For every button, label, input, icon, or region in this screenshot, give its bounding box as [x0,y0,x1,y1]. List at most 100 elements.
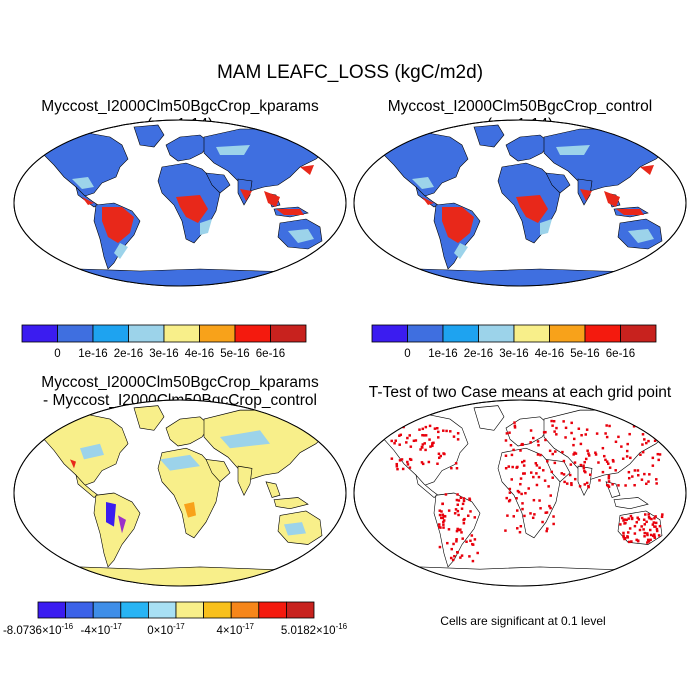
ttest-sig-cell [421,443,425,446]
ttest-sig-cell [637,518,641,521]
ttest-sig-cell [454,462,458,465]
ttest-sig-cell [553,461,557,465]
ttest-sig-cell [433,427,437,430]
ttest-sig-cell [466,514,470,517]
ttest-sig-cell [655,478,658,481]
ttest-sig-cell [408,434,411,437]
ttest-sig-cell [607,462,610,465]
ttest-sig-cell [399,433,403,437]
ttest-sig-cell [548,449,552,453]
ttest-sig-cell [431,443,434,446]
ttest-sig-cell [561,450,564,454]
ttest-sig-cell [459,556,462,559]
ttest-sig-cell [570,431,573,435]
ttest-sig-cell [550,470,554,474]
cbar-top-left-swatch [199,324,236,343]
ttest-sig-cell [523,459,526,463]
ttest-sig-cell [428,438,431,441]
ttest-sig-cell [542,431,546,434]
ttest-sig-cell [440,516,443,520]
ttest-sig-cell [395,465,399,468]
ttest-sig-cell [390,439,393,443]
cbar-top-left-swatch [270,324,307,343]
colorbar-difference: -8.0736×10-16 -4×10-17 0×10-17 4×10-17 5.018… [3,601,348,637]
ttest-sig-cell [438,513,442,517]
cbar-top-left-tick-label: 2e-16 [114,348,143,360]
ttest-sig-cell [519,482,522,486]
ttest-sig-cell [655,529,659,533]
ttest-sig-cell [513,421,516,424]
ttest-sig-cell [655,527,659,531]
ttest-sig-cell [395,424,399,427]
ttest-sig-cell [538,466,541,470]
ttest-sig-cell [519,525,523,528]
ttest-sig-cell [442,429,445,432]
ttest-sig-cell [509,443,513,447]
ttest-sig-cell [605,483,609,487]
ttest-sig-cell [582,466,586,470]
ttest-sig-cell [587,454,591,457]
ttest-sig-cell [553,430,556,433]
cbar-top-right-tick-label: 2e-16 [464,348,493,360]
ttest-sig-cell [641,443,644,446]
ttest-sig-cell [582,464,585,467]
ttest-sig-cell [657,534,661,537]
ttest-sig-cell [460,531,463,534]
ttest-sig-cell [627,517,631,520]
ttest-sig-cell [437,430,440,434]
ttest-sig-cell [406,460,409,464]
ttest-sig-cell [630,540,633,543]
cbar-top-right-tick-label: 1e-16 [428,348,457,360]
ttest-sig-cell [427,460,431,464]
ttest-sig-cell [547,485,550,488]
ttest-sig-cell [584,457,588,461]
ttest-sig-cell [444,493,448,496]
ttest-sig-cell [470,534,474,537]
ttest-sig-cell [597,461,600,464]
ttest-sig-cell [585,428,589,431]
ttest-sig-cell [580,433,583,437]
ttest-sig-cell [438,545,442,549]
ttest-sig-cell [460,554,464,557]
ttest-sig-cell [516,527,519,530]
ttest-sig-cell [412,439,416,443]
ttest-sig-cell [649,538,652,542]
cbar-top-left-tick-label: 4e-16 [185,348,214,360]
ttest-sig-cell [562,473,566,476]
ttest-sig-cell [396,467,399,471]
ttest-sig-cell [543,479,547,482]
ttest-sig-cell [551,452,554,456]
ttest-sig-cell [522,472,525,475]
ttest-sig-cell [506,514,509,517]
cbar-top-left-swatch [92,324,129,343]
ttest-sig-cell [400,458,404,461]
ttest-sig-cell [614,440,618,444]
ttest-sig-cell [640,478,644,481]
ttest-sig-cell [641,450,645,454]
ttest-sig-cell [512,448,515,452]
ttest-sig-cell [398,443,401,446]
ttest-sig-cell [569,463,573,466]
ttest-sig-cell [584,433,588,436]
ttest-sig-cell [462,521,466,525]
ttest-sig-cell [611,483,614,486]
ttest-sig-cell [653,535,656,538]
ttest-sig-cell [646,541,649,544]
ttest-sig-cell [424,425,428,429]
cbar-top-left-swatch [21,324,58,343]
ttest-sig-cell [635,521,639,524]
ttest-sig-cell [648,517,651,520]
ttest-sig-cell [595,432,599,435]
ttest-sig-cell [604,432,607,435]
ttest-sig-cell [625,518,628,522]
ttest-sig-cell [428,424,432,428]
ttest-sig-cell [390,457,394,460]
ttest-sig-cell [539,507,542,510]
cbar-top-left-tick-label: 5e-16 [220,348,249,360]
ttest-sig-cell [513,424,517,428]
cbar-diff-tick-label: 4×10-17 [216,622,254,637]
ttest-sig-cell [455,540,458,543]
ttest-sig-cell [437,452,441,456]
ttest-sig-cell [436,462,439,465]
ttest-sig-cell [455,538,458,541]
